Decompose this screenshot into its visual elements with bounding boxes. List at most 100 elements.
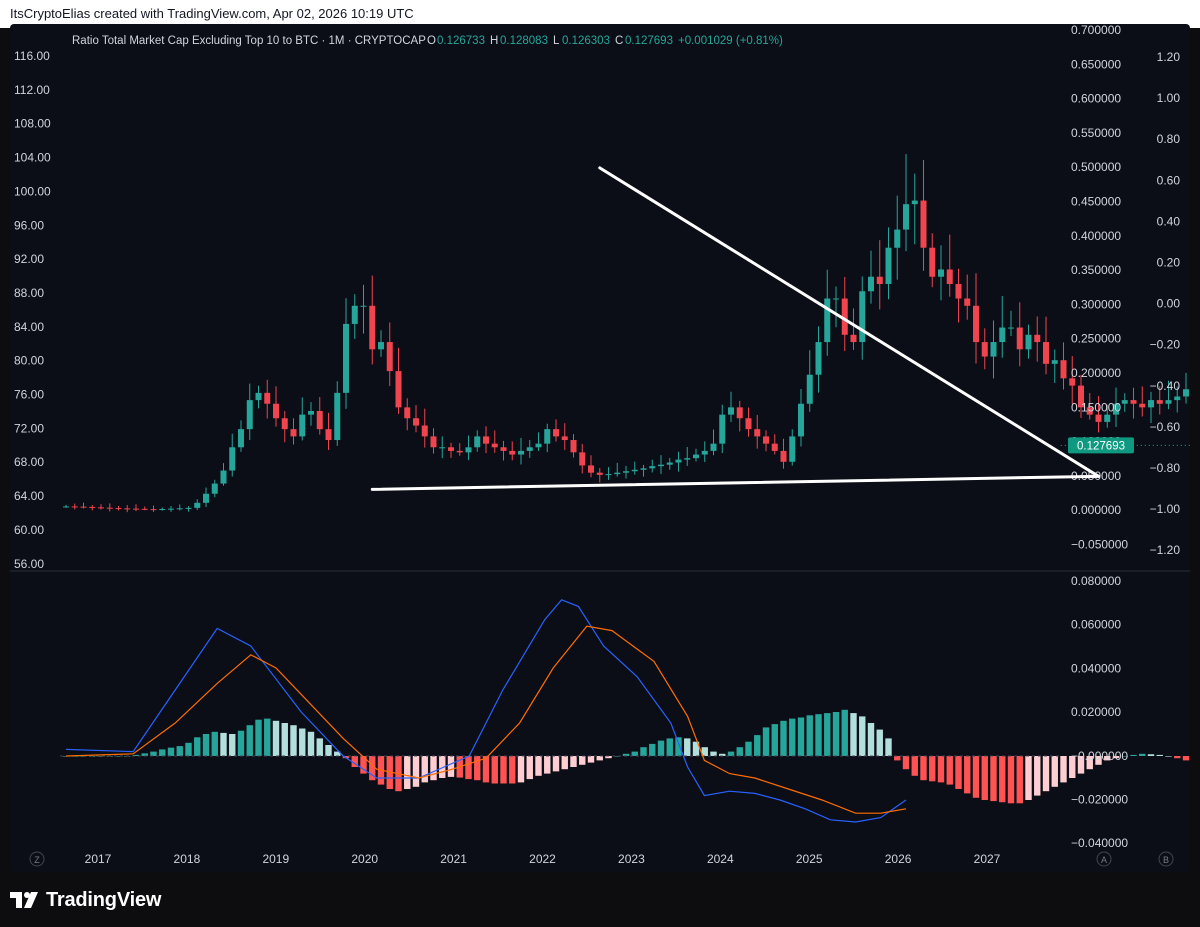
- candle-body: [938, 269, 944, 277]
- macd-histogram-bar: [859, 716, 866, 756]
- macd-histogram-bar: [307, 731, 315, 756]
- candle-body: [693, 454, 699, 459]
- candle-body: [780, 450, 787, 462]
- candle-body: [63, 506, 69, 508]
- candle-body: [789, 436, 796, 462]
- candle-body: [474, 436, 481, 448]
- macd-histogram-bar: [1121, 756, 1128, 757]
- far-right-axis-tick: −1.20: [1150, 543, 1181, 557]
- footer: TradingView: [0, 872, 1200, 927]
- auto-scale-button[interactable]: Z: [29, 851, 45, 867]
- support-trendline[interactable]: [370, 474, 1100, 491]
- candle-body: [1113, 403, 1119, 415]
- x-axis-year-label: 2020: [351, 852, 378, 866]
- macd-histogram-bar: [990, 756, 997, 802]
- candle-body: [238, 429, 244, 448]
- left-axis-tick: 104.00: [14, 151, 51, 165]
- descending-trendline[interactable]: [598, 166, 1100, 478]
- candle-body: [833, 298, 839, 300]
- candle-body: [981, 342, 988, 357]
- candle-body: [1095, 414, 1102, 422]
- macd-histogram-bar: [1139, 753, 1146, 756]
- tradingview-logo[interactable]: TradingView: [10, 888, 161, 912]
- candle-body: [360, 305, 367, 307]
- macd-histogram-bar: [229, 734, 236, 756]
- candle-body: [150, 509, 157, 511]
- macd-histogram-bar: [587, 756, 595, 763]
- candle-body: [631, 469, 638, 472]
- macd-axis-tick: 0.060000: [1071, 618, 1121, 632]
- macd-histogram-bar: [579, 756, 586, 765]
- candle-body: [378, 342, 384, 350]
- right-axis-tick: 0.250000: [1071, 332, 1121, 346]
- legend-symbol[interactable]: Ratio Total Market Cap Excluding Top 10 …: [72, 35, 426, 47]
- macd-histogram-bar: [325, 745, 332, 756]
- candle-body: [421, 425, 428, 437]
- candle-body: [675, 459, 682, 463]
- candle-body: [430, 436, 437, 448]
- macd-histogram-bar: [1069, 756, 1076, 778]
- chart-canvas[interactable]: 116.00 112.00 108.00 104.00 100.00 96.00 92.00…: [10, 24, 1190, 872]
- candle-body: [273, 403, 279, 419]
- macd-histogram-bar: [141, 753, 148, 756]
- macd-histogram-bar: [1042, 756, 1050, 792]
- macd-histogram-bar: [351, 756, 358, 767]
- macd-histogram-bar: [614, 756, 621, 757]
- macd-histogram-bar: [500, 756, 507, 784]
- macd-histogram-bar: [675, 737, 682, 756]
- candle-body: [623, 471, 629, 473]
- macd-histogram-bar: [1025, 756, 1032, 800]
- macd-histogram-bar: [517, 756, 525, 783]
- macd-histogram-bar: [754, 735, 761, 756]
- last-price-value: 0.127693: [1077, 440, 1125, 452]
- log-scale-button[interactable]: B: [1158, 851, 1174, 867]
- candle-body: [1139, 403, 1146, 408]
- right-axis-tick: 0.600000: [1071, 92, 1121, 106]
- candle-body: [264, 392, 271, 404]
- left-axis-tick: 76.00: [14, 388, 44, 402]
- left-axis-tick: 56.00: [14, 557, 44, 571]
- candle-body: [1086, 407, 1093, 415]
- candle-body: [544, 429, 551, 444]
- macd-histogram-bar: [132, 754, 140, 756]
- candle-body: [824, 298, 831, 343]
- candle-body: [929, 247, 936, 277]
- macd-histogram-bar: [832, 712, 840, 756]
- left-axis-tick: 108.00: [14, 117, 51, 131]
- candle-body: [413, 418, 419, 426]
- candle-body: [579, 452, 586, 466]
- left-axis-tick: 80.00: [14, 354, 44, 368]
- candle-body: [141, 508, 148, 510]
- macd-histogram-bar: [771, 724, 778, 756]
- macd-histogram-bar: [719, 753, 726, 756]
- macd-histogram-bar: [999, 756, 1006, 803]
- macd-histogram-bar: [167, 747, 175, 756]
- x-axis-year-label: 2019: [262, 852, 289, 866]
- candle-body: [588, 465, 594, 473]
- candle-body: [841, 298, 848, 335]
- macd-histogram-bar: [482, 756, 490, 783]
- candle-body: [115, 508, 122, 510]
- candle-body: [1051, 360, 1058, 364]
- candle-body: [815, 342, 822, 375]
- candle-body: [168, 508, 174, 510]
- candle-body: [526, 447, 533, 451]
- macd-histogram-bar: [1147, 754, 1155, 756]
- macd-histogram-bar: [745, 741, 752, 756]
- candle-body: [876, 276, 883, 284]
- candle-body: [246, 400, 253, 430]
- macd-histogram-bar: [1130, 754, 1137, 756]
- auto-button[interactable]: A: [1096, 851, 1112, 867]
- candle-body: [308, 411, 314, 415]
- macd-histogram-bar: [902, 756, 910, 770]
- candle-body: [553, 429, 559, 437]
- candle-body: [596, 472, 603, 475]
- candle-body: [1156, 400, 1163, 404]
- candle-body: [736, 407, 743, 419]
- chart-frame[interactable]: 116.00 112.00 108.00 104.00 100.00 96.00 92.00…: [10, 24, 1190, 872]
- candle-body: [1034, 334, 1041, 343]
- macd-histogram: [62, 709, 1190, 804]
- macd-histogram-bar: [465, 756, 472, 780]
- macd-histogram-bar: [491, 756, 498, 784]
- macd-histogram-bar: [867, 723, 875, 756]
